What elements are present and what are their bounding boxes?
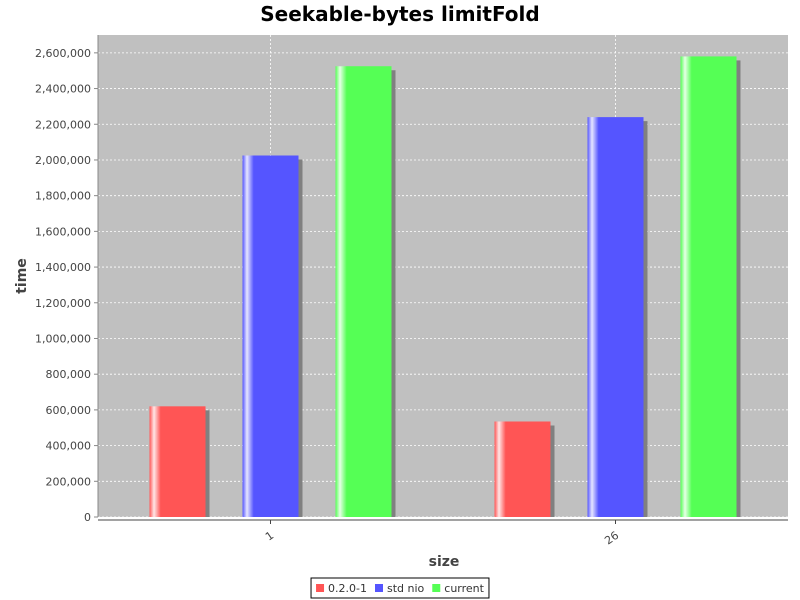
y-tick-label: 2,600,000 — [35, 47, 91, 60]
y-tick-label: 0 — [84, 511, 91, 524]
x-axis-title: size — [429, 554, 460, 570]
y-axis-title: time — [14, 258, 30, 294]
y-tick-label: 2,200,000 — [35, 118, 91, 131]
bar-std-nio-1 — [242, 155, 299, 517]
axes: 0 200,000 400,000 600,000 800,000 1,000,000 1,… — [35, 35, 788, 547]
chart-title: Seekable-bytes limitFold — [260, 2, 539, 26]
y-tick-label: 2,400,000 — [35, 83, 91, 96]
y-tick-label: 400,000 — [46, 440, 92, 453]
y-tick-label: 1,800,000 — [35, 190, 91, 203]
plot-area — [98, 35, 788, 517]
grid-lines — [98, 35, 788, 518]
x-tick-label: 26 — [602, 529, 621, 548]
bars — [149, 56, 741, 518]
legend-box — [310, 577, 490, 599]
bar-current-1 — [335, 66, 392, 518]
legend-swatch — [375, 584, 383, 592]
legend-label: 0.2.0-1 — [328, 582, 367, 595]
y-tick-label: 1,200,000 — [35, 297, 91, 310]
bar-current-26 — [680, 56, 737, 518]
y-tick-label: 800,000 — [46, 368, 92, 381]
legend-label: current — [444, 582, 484, 595]
y-tick-label: 1,600,000 — [35, 225, 91, 238]
y-tick-label: 200,000 — [46, 475, 92, 488]
bar-0-2-0-1-26 — [494, 421, 551, 517]
legend: 0.2.0-1 std nio current — [310, 577, 490, 599]
y-tick-label: 1,400,000 — [35, 261, 91, 274]
legend-label: std nio — [387, 582, 425, 595]
legend-swatch — [316, 584, 325, 592]
legend-swatch — [432, 584, 441, 592]
y-tick-label: 2,000,000 — [35, 154, 91, 167]
y-tick-label: 600,000 — [46, 404, 92, 417]
bar-std-nio-26 — [587, 117, 644, 517]
x-tick-label: 1 — [263, 529, 276, 544]
bar-0-2-0-1-1 — [149, 406, 206, 517]
y-tick-label: 1,000,000 — [35, 332, 91, 345]
